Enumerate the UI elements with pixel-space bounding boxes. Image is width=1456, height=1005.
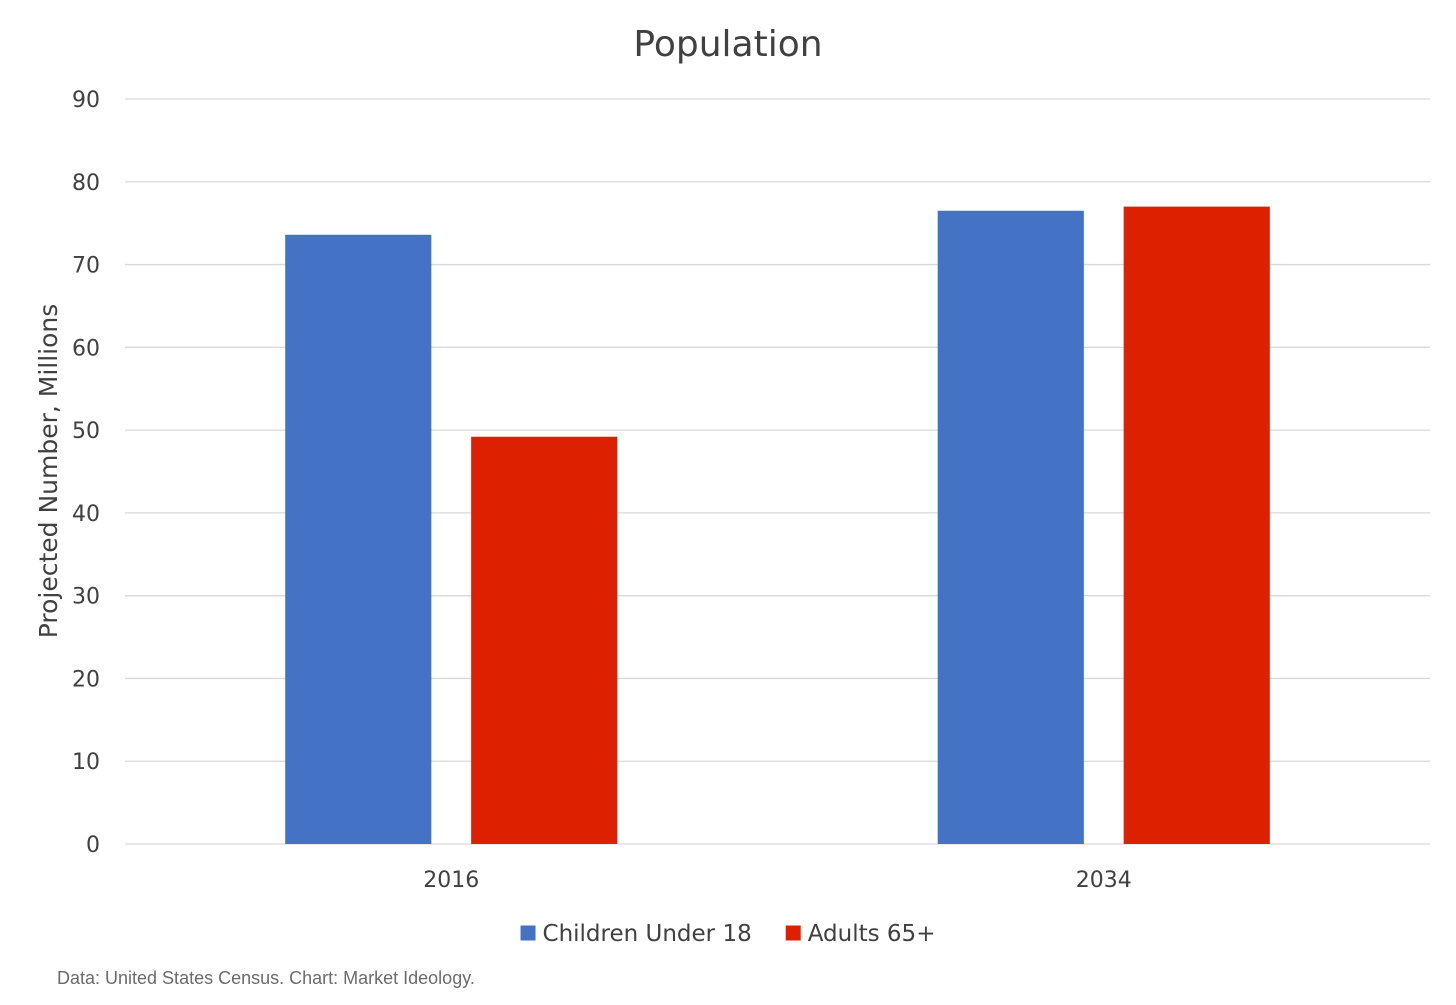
source-note: Data: United States Census. Chart: Marke… xyxy=(57,968,475,988)
bar-children-under-18-2016 xyxy=(285,234,432,844)
y-tick-label: 40 xyxy=(72,502,100,527)
y-tick-label: 80 xyxy=(72,171,100,196)
x-tick-label: 2016 xyxy=(423,868,479,893)
legend: Children Under 18 Adults 65+ xyxy=(520,921,936,947)
y-tick-label: 0 xyxy=(86,833,100,858)
legend-label: Adults 65+ xyxy=(808,921,936,947)
y-tick-label: 70 xyxy=(72,254,100,279)
legend-swatch xyxy=(520,925,536,941)
y-tick-label: 90 xyxy=(72,88,100,113)
bar-children-under-18-2034 xyxy=(937,210,1084,844)
x-tick-label: 2034 xyxy=(1076,868,1132,893)
chart-title: Population xyxy=(633,24,822,65)
y-tick-label: 50 xyxy=(72,419,100,444)
y-axis-ticks: 0 10 20 30 40 50 60 70 80 90 xyxy=(72,88,100,858)
y-tick-label: 20 xyxy=(72,667,100,692)
x-axis-ticks: 2016 2034 xyxy=(423,868,1132,893)
legend-item: Adults 65+ xyxy=(785,921,936,947)
legend-label: Children Under 18 xyxy=(543,921,752,947)
bars xyxy=(285,206,1270,845)
bar-adults-65-2016 xyxy=(471,436,618,844)
legend-item: Children Under 18 xyxy=(520,921,752,947)
legend-swatch xyxy=(785,925,801,941)
y-axis-title: Projected Number, Millions xyxy=(34,304,63,639)
y-tick-label: 10 xyxy=(72,750,100,775)
y-tick-label: 30 xyxy=(72,585,100,610)
y-tick-label: 60 xyxy=(72,336,100,361)
bar-adults-65-2034 xyxy=(1123,206,1270,845)
